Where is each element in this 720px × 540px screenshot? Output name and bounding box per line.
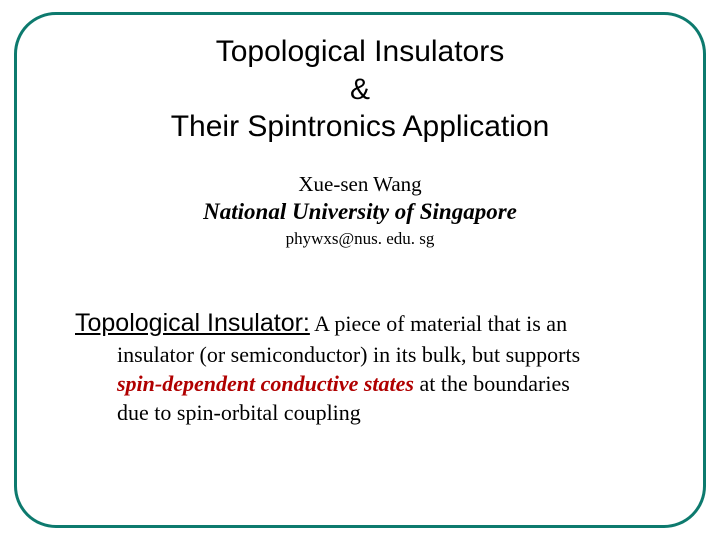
author-email: phywxs@nus. edu. sg [57,229,663,249]
title-line-2: & [57,71,663,109]
definition-term: Topological Insulator: [75,309,310,337]
definition-line-3b: at the boundaries [414,371,570,396]
definition-line-4: due to spin-orbital coupling [75,398,653,427]
definition-lead: A piece of material that is an [310,311,567,336]
slide-title: Topological Insulators & Their Spintroni… [57,33,663,146]
author-name: Xue-sen Wang [57,172,663,197]
definition-paragraph: Topological Insulator: A piece of materi… [57,307,663,427]
definition-line-2: insulator (or semiconductor) in its bulk… [75,340,653,369]
definition-line-3: spin-dependent conductive states at the … [75,369,653,398]
affiliation: National University of Singapore [57,199,663,225]
title-line-3: Their Spintronics Application [57,108,663,146]
title-line-1: Topological Insulators [57,33,663,71]
slide-frame: Topological Insulators & Their Spintroni… [14,12,706,528]
definition-highlight: spin-dependent conductive states [117,371,414,396]
author-block: Xue-sen Wang National University of Sing… [57,172,663,249]
